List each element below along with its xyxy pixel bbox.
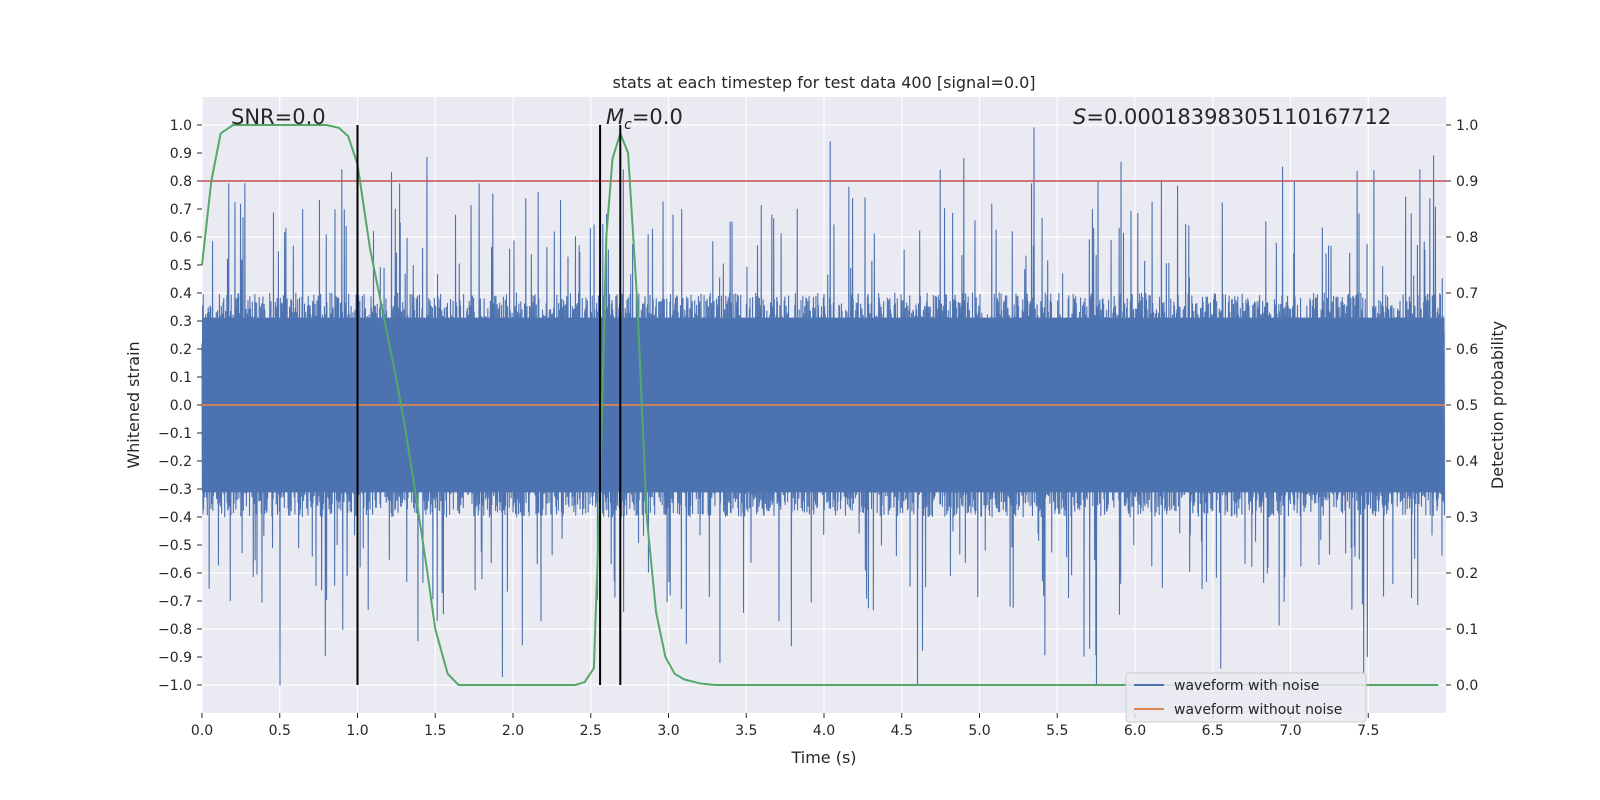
left-y-tick-label: −0.7 <box>158 594 192 610</box>
x-tick-label: 5.0 <box>968 723 990 739</box>
left-y-tick-label: 0.4 <box>170 286 192 302</box>
x-tick-label: 7.5 <box>1357 723 1379 739</box>
left-y-tick-label: −0.9 <box>158 650 192 666</box>
x-tick-label: 6.0 <box>1124 723 1146 739</box>
left-y-tick-label: 0.2 <box>170 342 192 358</box>
left-y-tick-label: 0.9 <box>170 146 192 162</box>
left-y-tick-label: −1.0 <box>158 678 192 694</box>
x-tick-label: 2.5 <box>580 723 602 739</box>
detection-probability-line <box>201 124 1439 686</box>
left-y-tick-label: −0.8 <box>158 622 192 638</box>
left-y-tick-label: 0.0 <box>170 398 192 414</box>
left-y-tick-label: −0.4 <box>158 510 192 526</box>
snr-annotation: SNR=0.0 <box>231 105 326 129</box>
y-axis-label-left: Whitened strain <box>124 341 143 468</box>
left-y-tick-label: 0.8 <box>170 174 192 190</box>
left-y-tick-label: −0.3 <box>158 482 192 498</box>
waveform-with-noise-line <box>201 127 1445 686</box>
chirp-mass-symbol: M <box>606 105 624 129</box>
chirp-mass-subscript: c <box>624 117 632 133</box>
right-y-tick-label: 0.0 <box>1456 678 1478 694</box>
chirp-mass-value: =0.0 <box>632 105 683 129</box>
right-y-tick-label: 1.0 <box>1456 118 1478 134</box>
legend-box <box>1125 672 1367 723</box>
x-axis-label: Time (s) <box>790 748 856 767</box>
x-tick-label: 0.0 <box>191 723 213 739</box>
left-y-tick-label: 0.7 <box>170 202 192 218</box>
x-tick-label: 1.5 <box>424 723 446 739</box>
left-y-tick-label: 0.1 <box>170 370 192 386</box>
x-tick-label: 6.5 <box>1202 723 1224 739</box>
x-tick-label: 2.0 <box>502 723 524 739</box>
x-tick-label: 1.0 <box>346 723 368 739</box>
left-y-tick-label: 0.3 <box>170 314 192 330</box>
chirp-mass-annotation: Mc=0.0 <box>606 105 683 133</box>
legend: waveform with noise waveform without noi… <box>1125 672 1367 723</box>
statistic-symbol: S <box>1073 105 1086 129</box>
x-tick-label: 7.0 <box>1279 723 1301 739</box>
left-y-tick-label: −0.6 <box>158 566 192 582</box>
statistic-value: =0.00018398305110167712 <box>1086 105 1391 129</box>
statistic-annotation: S=0.00018398305110167712 <box>1073 105 1391 129</box>
right-y-tick-label: 0.7 <box>1456 286 1478 302</box>
legend-label-clean: waveform without noise <box>1174 702 1342 718</box>
x-tick-label: 3.5 <box>735 723 757 739</box>
x-tick-label: 4.5 <box>891 723 913 739</box>
right-y-tick-label: 0.8 <box>1456 230 1478 246</box>
chart-title: stats at each timestep for test data 400… <box>612 73 1035 92</box>
x-tick-label: 5.5 <box>1046 723 1068 739</box>
x-tick-label: 4.0 <box>813 723 835 739</box>
left-y-tick-label: 0.6 <box>170 230 192 246</box>
left-y-tick-label: 0.5 <box>170 258 192 274</box>
right-y-tick-label: 0.3 <box>1456 510 1478 526</box>
right-y-tick-label: 0.4 <box>1456 454 1478 470</box>
y-axis-label-right: Detection probability <box>1488 321 1507 489</box>
overlay-lines <box>201 124 1446 686</box>
right-y-tick-label: 0.1 <box>1456 622 1478 638</box>
right-y-tick-label: 0.5 <box>1456 398 1478 414</box>
right-y-tick-label: 0.6 <box>1456 342 1478 358</box>
right-y-tick-label: 0.2 <box>1456 566 1478 582</box>
right-y-tick-label: 0.9 <box>1456 174 1478 190</box>
x-tick-label: 0.5 <box>269 723 291 739</box>
legend-label-noise: waveform with noise <box>1174 678 1319 694</box>
left-y-tick-label: −0.1 <box>158 426 192 442</box>
left-y-tick-label: −0.5 <box>158 538 192 554</box>
left-y-tick-label: 1.0 <box>170 118 192 134</box>
left-y-tick-label: −0.2 <box>158 454 192 470</box>
x-tick-label: 3.0 <box>657 723 679 739</box>
axis-ticks: 0.0 0.5 1.0 1.5 2.0 2.5 3.0 3.5 4.0 4.5 5.0 5.5 6.0 6… <box>158 118 1478 739</box>
